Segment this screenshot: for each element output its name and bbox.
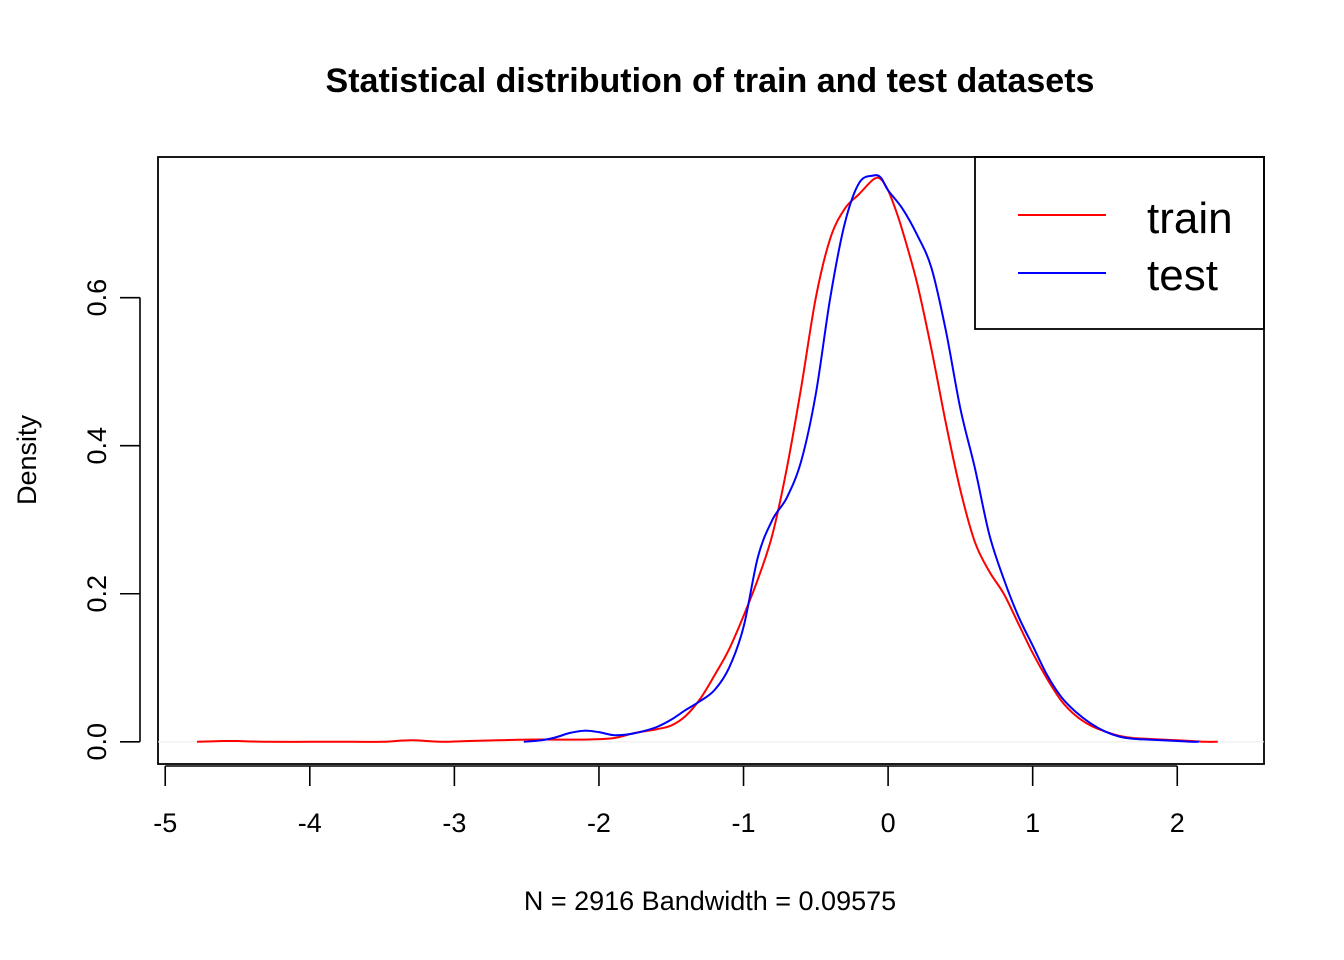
y-tick-label: 0.6 [82, 279, 112, 317]
y-axis-label: Density [12, 414, 42, 505]
x-axis: -5 -4 -3 -2 -1 0 1 2 [153, 765, 1185, 838]
series-line-test [523, 174, 1199, 743]
legend-box [974, 156, 1265, 330]
legend: train test [974, 156, 1265, 330]
x-tick-label: 1 [1025, 808, 1040, 838]
density-series [197, 174, 1218, 743]
x-tick-label: -5 [153, 808, 177, 838]
x-tick-label: -4 [298, 808, 322, 838]
y-tick-label: 0.4 [82, 427, 112, 465]
x-tick-label: -3 [442, 808, 466, 838]
chart-title: Statistical distribution of train and te… [326, 62, 1095, 100]
series-line-train [197, 176, 1218, 743]
x-tick-label: 0 [881, 808, 896, 838]
x-axis-label: N = 2916 Bandwidth = 0.09575 [524, 886, 896, 916]
x-tick-label: 2 [1170, 808, 1185, 838]
plot-frame [157, 156, 1265, 765]
x-tick-label: -1 [732, 808, 756, 838]
legend-label-test: test [1147, 251, 1218, 300]
y-tick-label: 0.0 [82, 723, 112, 761]
x-tick-label: -2 [587, 808, 611, 838]
y-tick-label: 0.2 [82, 575, 112, 613]
legend-label-train: train [1147, 194, 1233, 243]
y-axis: 0.0 0.2 0.4 0.6 [82, 279, 141, 761]
